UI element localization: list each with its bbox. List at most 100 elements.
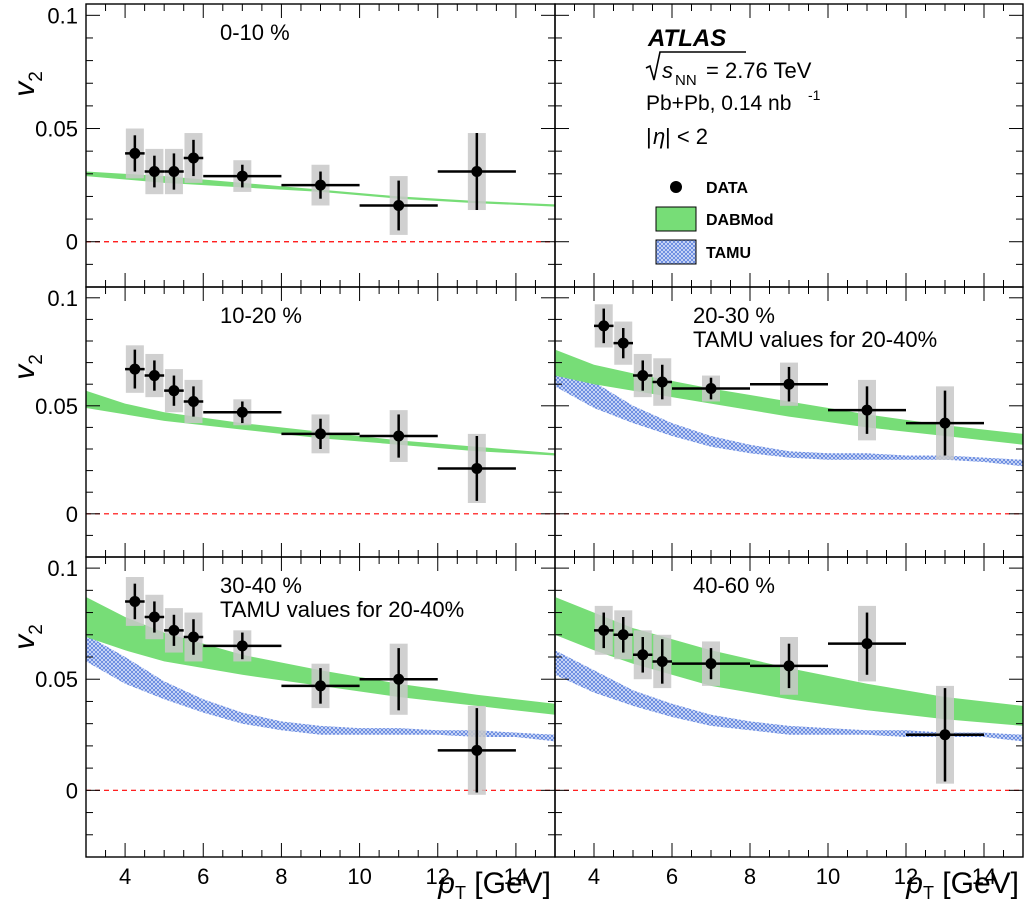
data-marker: [315, 680, 326, 692]
data-marker: [471, 166, 483, 178]
data-point-7: [828, 605, 906, 682]
panel-5: 30-40 %TAMU values for 20-40% 0 0.05 0.1 4 6 8…: [8, 556, 556, 899]
data-marker: [939, 729, 951, 741]
data-point-2: [144, 148, 165, 195]
y-tick-label: 0.1: [47, 286, 78, 311]
data-marker: [129, 147, 141, 159]
x-tick-label: 4: [588, 864, 600, 889]
y-axis-title: v2: [8, 354, 47, 380]
data-point-3: [164, 608, 184, 653]
x-tick-label: 12: [426, 864, 450, 889]
data-point-7: [828, 379, 906, 441]
data-marker: [471, 462, 483, 474]
data-point-5: [203, 399, 282, 426]
data-marker: [656, 376, 668, 388]
data-point-8: [437, 433, 516, 503]
panel-2: [554, 3, 1024, 288]
tamu-note-label: TAMU values for 20-40%: [220, 597, 464, 622]
y-tick-label: 0: [66, 502, 78, 527]
data-marker: [187, 631, 199, 643]
data-marker: [187, 152, 199, 164]
data-marker: [148, 611, 160, 623]
data-point-6: [750, 637, 828, 695]
tamu-band: [555, 650, 1023, 742]
centrality-label: 30-40 %: [220, 573, 302, 598]
data-marker: [705, 383, 717, 395]
data-marker: [393, 199, 405, 211]
data-point-3: [164, 369, 184, 413]
panel-3: 10-20 % 0 0.05 0.1 v2: [8, 286, 556, 558]
dabmod-band: [555, 597, 1023, 726]
experiment-info: ATLAS s NN = 2.76 TeV Pb+Pb, 0.14 nb -1 …: [645, 25, 821, 149]
data-marker: [861, 404, 873, 416]
eta-cut-open: |: [646, 124, 652, 149]
dabmod-band: [86, 171, 555, 207]
data-point-1: [594, 304, 614, 348]
data-point-7: [359, 410, 438, 462]
collision-system: Pb+Pb, 0.14 nb: [646, 92, 791, 115]
legend-dabmod-swatch: [655, 206, 697, 232]
data-marker: [148, 166, 160, 178]
tamu-band: [555, 360, 1023, 467]
data-point-5: [203, 630, 282, 662]
data-marker: [168, 385, 180, 397]
eta-cut-close: | < 2: [665, 124, 708, 149]
data-marker: [315, 428, 326, 440]
x-tick-label: 6: [197, 864, 209, 889]
y-tick-label: 0: [66, 230, 78, 255]
legend-tamu-label: TAMU: [706, 245, 751, 262]
data-marker: [637, 649, 649, 661]
data-marker: [236, 406, 248, 418]
y-axis-title: v2: [8, 624, 47, 650]
data-marker: [236, 640, 248, 652]
legend: DATA DABMod TAMU: [655, 180, 774, 265]
panels: 0-10 % 0 0.05 0.1 v2 10-20 % 0 0.05 0.1 v2 20-30 %…: [8, 3, 1024, 899]
data-point-2: [144, 594, 165, 640]
data-point-7: [359, 643, 438, 715]
data-point-1: [125, 345, 145, 393]
data-point-3: [633, 353, 653, 398]
x-tick-label: 12: [894, 864, 918, 889]
y-tick-label: 0.05: [35, 667, 78, 692]
data-point-6: [281, 663, 360, 709]
data-point-2: [613, 321, 633, 365]
luminosity-exponent: -1: [808, 87, 821, 103]
data-point-8: [437, 133, 516, 211]
data-marker: [617, 337, 629, 349]
legend-dabmod-label: DABMod: [706, 212, 774, 229]
data-point-6: [281, 414, 360, 454]
centrality-label: 40-60 %: [693, 573, 775, 598]
y-tick-label: 0.05: [35, 117, 78, 142]
data-marker: [705, 658, 717, 670]
panel-4: 20-30 %TAMU values for 20-40%: [554, 286, 1024, 558]
centrality-label: 0-10 %: [220, 20, 290, 45]
data-marker: [236, 170, 248, 182]
centrality-label: 10-20 %: [220, 303, 302, 328]
data-marker: [168, 624, 180, 636]
dabmod-band: [555, 349, 1023, 445]
energy-sub: NN: [675, 72, 697, 89]
data-point-5: [672, 375, 750, 402]
data-point-2: [613, 610, 633, 660]
y-tick-label: 0.1: [47, 3, 78, 28]
y-tick-label: 0.1: [47, 556, 78, 581]
x-axis-title: pT [GeV]: [437, 867, 551, 899]
data-point-4: [183, 612, 204, 662]
data-marker: [315, 179, 326, 191]
data-point-7: [359, 176, 438, 235]
data-point-6: [750, 362, 828, 406]
data-marker: [598, 624, 610, 636]
data-point-3: [164, 148, 184, 195]
tamu-note-label: TAMU values for 20-40%: [693, 327, 937, 352]
data-marker: [129, 363, 141, 375]
data-marker: [471, 744, 483, 756]
data-point-4: [183, 133, 204, 183]
centrality-label: 20-30 %: [693, 303, 775, 328]
panel-1: 0-10 % 0 0.05 0.1 v2: [8, 3, 556, 288]
legend-data-marker: [670, 181, 682, 193]
energy-value: = 2.76 TeV: [706, 58, 812, 83]
data-point-1: [594, 605, 614, 655]
x-axis-title: pT [GeV]: [905, 867, 1019, 899]
data-point-6: [281, 164, 360, 206]
data-marker: [148, 370, 160, 382]
